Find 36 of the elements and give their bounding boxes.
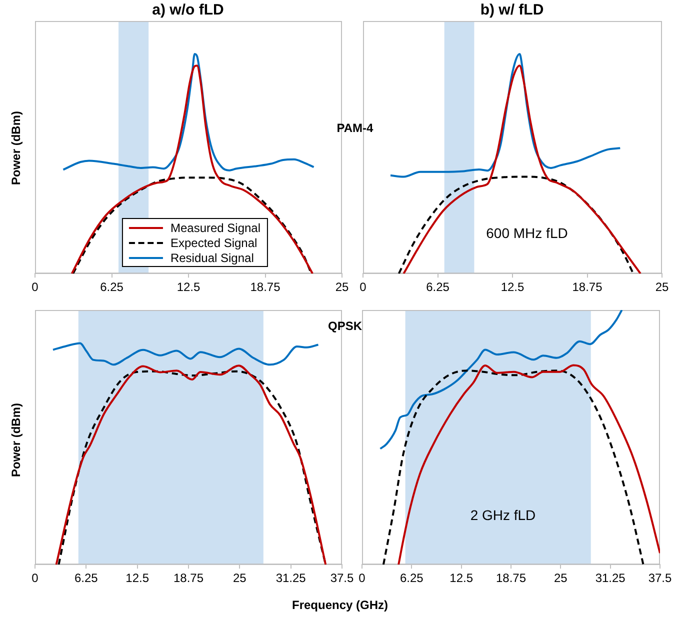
y-axis-title: Power (dBm) bbox=[9, 402, 23, 478]
x-tick-label: 12.5 bbox=[500, 280, 524, 294]
x-tick-label: 18.75 bbox=[250, 280, 281, 294]
x-tick-label: 18.75 bbox=[496, 571, 526, 586]
x-tick-label: 18.75 bbox=[173, 571, 204, 586]
x-tick-label: 6.25 bbox=[74, 571, 98, 586]
x-tick-label: 6.25 bbox=[400, 571, 424, 586]
legend-label: Expected Signal bbox=[170, 236, 258, 250]
chart-title: b) w/ fLD bbox=[480, 2, 544, 18]
y-axis-title: Power (dBm) bbox=[9, 110, 23, 186]
annotation: QPSK bbox=[328, 319, 362, 333]
annotation: 2 GHz fLD bbox=[470, 507, 536, 523]
x-axis-title: Frequency (GHz) bbox=[292, 598, 388, 612]
x-tick-label: 31.25 bbox=[595, 571, 626, 586]
x-tick-label: 25 bbox=[335, 280, 349, 294]
x-tick-label: 25 bbox=[232, 571, 247, 586]
legend-label: Residual Signal bbox=[170, 250, 254, 264]
legend-label: Measured Signal bbox=[170, 220, 261, 234]
x-tick-label: 31.25 bbox=[276, 571, 306, 586]
x-tick-label: 12.5 bbox=[176, 280, 200, 294]
x-tick-label: 6.25 bbox=[426, 280, 450, 294]
x-tick-label: 25 bbox=[655, 280, 669, 294]
x-tick-label: 12.5 bbox=[450, 571, 474, 586]
x-tick-label: 6.25 bbox=[100, 280, 124, 294]
x-tick-label: 12.5 bbox=[126, 571, 150, 586]
x-tick-label: 18.75 bbox=[572, 280, 603, 294]
x-tick-label: 0 bbox=[32, 571, 39, 586]
annotation: 600 MHz fLD bbox=[486, 225, 568, 241]
x-tick-label: 0 bbox=[360, 280, 367, 294]
x-tick-label: 0 bbox=[32, 280, 39, 294]
x-tick-label: 25 bbox=[554, 571, 568, 586]
annotation: PAM-4 bbox=[336, 121, 374, 135]
x-tick-label: 37.5 bbox=[648, 571, 672, 586]
x-tick-label: 0 bbox=[358, 571, 366, 586]
chart-title: a) w/o fLD bbox=[152, 2, 224, 18]
x-tick-label: 37.5 bbox=[330, 571, 354, 586]
